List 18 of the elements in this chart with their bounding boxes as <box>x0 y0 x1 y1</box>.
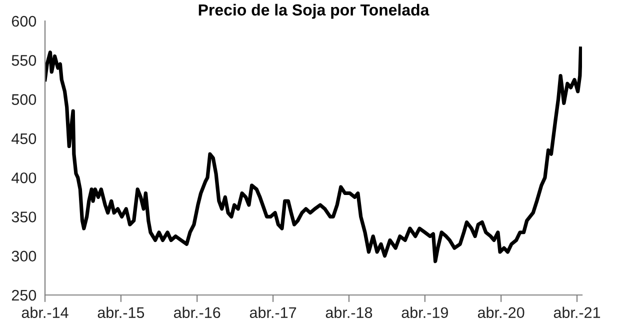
y-tick-label: 450 <box>12 133 36 144</box>
x-tick-label: abr.-14 <box>22 306 68 318</box>
x-tick-label: abr.-17 <box>250 306 296 318</box>
y-tick-label: 500 <box>12 94 36 105</box>
x-tick-label: abr.-19 <box>402 306 448 318</box>
y-tick-label: 550 <box>12 55 36 66</box>
x-tick-label: abr.-21 <box>554 306 600 318</box>
y-tick-label: 350 <box>12 212 36 222</box>
y-tick-label: 600 <box>12 16 36 27</box>
y-tick-label: 250 <box>12 290 36 301</box>
y-tick-label: 400 <box>12 172 36 184</box>
y-tick-label: 300 <box>12 250 36 262</box>
x-tick-label: abr.-20 <box>478 306 524 318</box>
chart-title: Precio de la Soja por Tonelada <box>198 4 430 19</box>
x-tick-label: abr.-15 <box>98 306 144 318</box>
line-series <box>45 46 582 264</box>
x-tick-label: abr.-18 <box>326 306 372 318</box>
x-tick-label: abr.-16 <box>174 306 220 318</box>
